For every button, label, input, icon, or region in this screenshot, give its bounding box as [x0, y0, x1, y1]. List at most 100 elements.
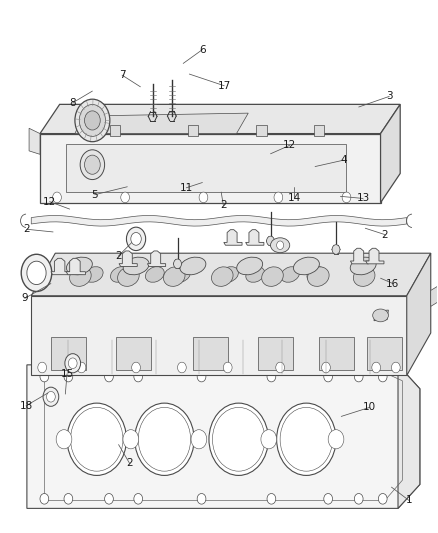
- Polygon shape: [224, 230, 242, 245]
- Circle shape: [121, 192, 130, 203]
- Circle shape: [199, 192, 208, 203]
- Polygon shape: [75, 113, 248, 134]
- Circle shape: [274, 192, 283, 203]
- Circle shape: [64, 371, 73, 382]
- Circle shape: [324, 494, 332, 504]
- Circle shape: [261, 430, 277, 449]
- Ellipse shape: [163, 267, 185, 286]
- Polygon shape: [407, 253, 431, 375]
- Ellipse shape: [117, 267, 139, 286]
- Ellipse shape: [219, 266, 238, 282]
- Text: 12: 12: [283, 140, 297, 150]
- Text: 2: 2: [24, 224, 30, 235]
- Circle shape: [123, 430, 139, 449]
- Polygon shape: [31, 215, 407, 226]
- Circle shape: [105, 494, 113, 504]
- Polygon shape: [366, 248, 384, 264]
- Circle shape: [43, 387, 59, 406]
- Circle shape: [332, 245, 340, 254]
- Polygon shape: [350, 248, 369, 264]
- Polygon shape: [246, 230, 264, 245]
- Text: 3: 3: [386, 91, 392, 101]
- Circle shape: [56, 430, 72, 449]
- Bar: [193, 337, 228, 370]
- Ellipse shape: [353, 267, 375, 286]
- Circle shape: [75, 99, 110, 142]
- Circle shape: [342, 192, 351, 203]
- Polygon shape: [66, 259, 85, 274]
- Circle shape: [177, 362, 186, 373]
- Ellipse shape: [212, 267, 233, 286]
- Bar: [51, 337, 86, 370]
- Circle shape: [65, 354, 81, 373]
- Circle shape: [27, 261, 46, 285]
- Circle shape: [21, 254, 52, 292]
- Circle shape: [46, 391, 55, 402]
- Ellipse shape: [271, 238, 290, 253]
- Circle shape: [173, 259, 181, 269]
- Text: 7: 7: [119, 70, 125, 80]
- Ellipse shape: [293, 257, 319, 275]
- Text: 17: 17: [218, 81, 231, 91]
- Bar: [367, 337, 403, 370]
- Bar: [314, 125, 325, 136]
- Polygon shape: [398, 365, 420, 508]
- Circle shape: [80, 150, 105, 180]
- Polygon shape: [381, 104, 400, 203]
- Circle shape: [372, 362, 381, 373]
- Circle shape: [53, 192, 61, 203]
- Polygon shape: [40, 104, 400, 134]
- Circle shape: [132, 362, 141, 373]
- Circle shape: [328, 430, 344, 449]
- Text: 1: 1: [406, 495, 412, 505]
- Circle shape: [64, 494, 73, 504]
- Circle shape: [267, 236, 275, 246]
- Circle shape: [68, 358, 77, 368]
- Text: 4: 4: [340, 155, 347, 165]
- Ellipse shape: [172, 266, 191, 282]
- Bar: [319, 337, 354, 370]
- Text: 12: 12: [43, 197, 56, 207]
- Circle shape: [40, 371, 49, 382]
- Circle shape: [197, 371, 206, 382]
- Circle shape: [223, 362, 232, 373]
- Circle shape: [324, 371, 332, 382]
- Circle shape: [276, 362, 285, 373]
- Text: 18: 18: [19, 401, 33, 411]
- Text: 2: 2: [115, 251, 122, 261]
- Text: 5: 5: [91, 190, 98, 200]
- Text: 2: 2: [381, 230, 388, 240]
- Circle shape: [38, 362, 46, 373]
- Circle shape: [85, 111, 100, 130]
- Text: 9: 9: [21, 293, 28, 303]
- Circle shape: [134, 371, 143, 382]
- Circle shape: [378, 371, 387, 382]
- Bar: [66, 144, 346, 192]
- Circle shape: [197, 494, 206, 504]
- Bar: [117, 337, 151, 370]
- Polygon shape: [374, 310, 389, 321]
- Circle shape: [135, 403, 194, 475]
- Ellipse shape: [67, 257, 92, 275]
- Text: 6: 6: [199, 45, 206, 54]
- Ellipse shape: [246, 266, 265, 282]
- Polygon shape: [148, 251, 166, 266]
- Bar: [188, 125, 198, 136]
- Text: 14: 14: [287, 193, 301, 204]
- Circle shape: [321, 362, 330, 373]
- Ellipse shape: [123, 257, 149, 275]
- Polygon shape: [31, 253, 431, 296]
- Circle shape: [277, 241, 284, 249]
- Polygon shape: [51, 259, 70, 274]
- Circle shape: [354, 371, 363, 382]
- Circle shape: [79, 104, 106, 136]
- Ellipse shape: [84, 266, 103, 282]
- Circle shape: [267, 494, 276, 504]
- Circle shape: [354, 494, 363, 504]
- Text: 2: 2: [220, 200, 227, 211]
- Circle shape: [134, 494, 143, 504]
- Ellipse shape: [373, 309, 389, 322]
- Ellipse shape: [307, 266, 326, 282]
- Polygon shape: [119, 251, 137, 266]
- Text: 10: 10: [363, 402, 376, 413]
